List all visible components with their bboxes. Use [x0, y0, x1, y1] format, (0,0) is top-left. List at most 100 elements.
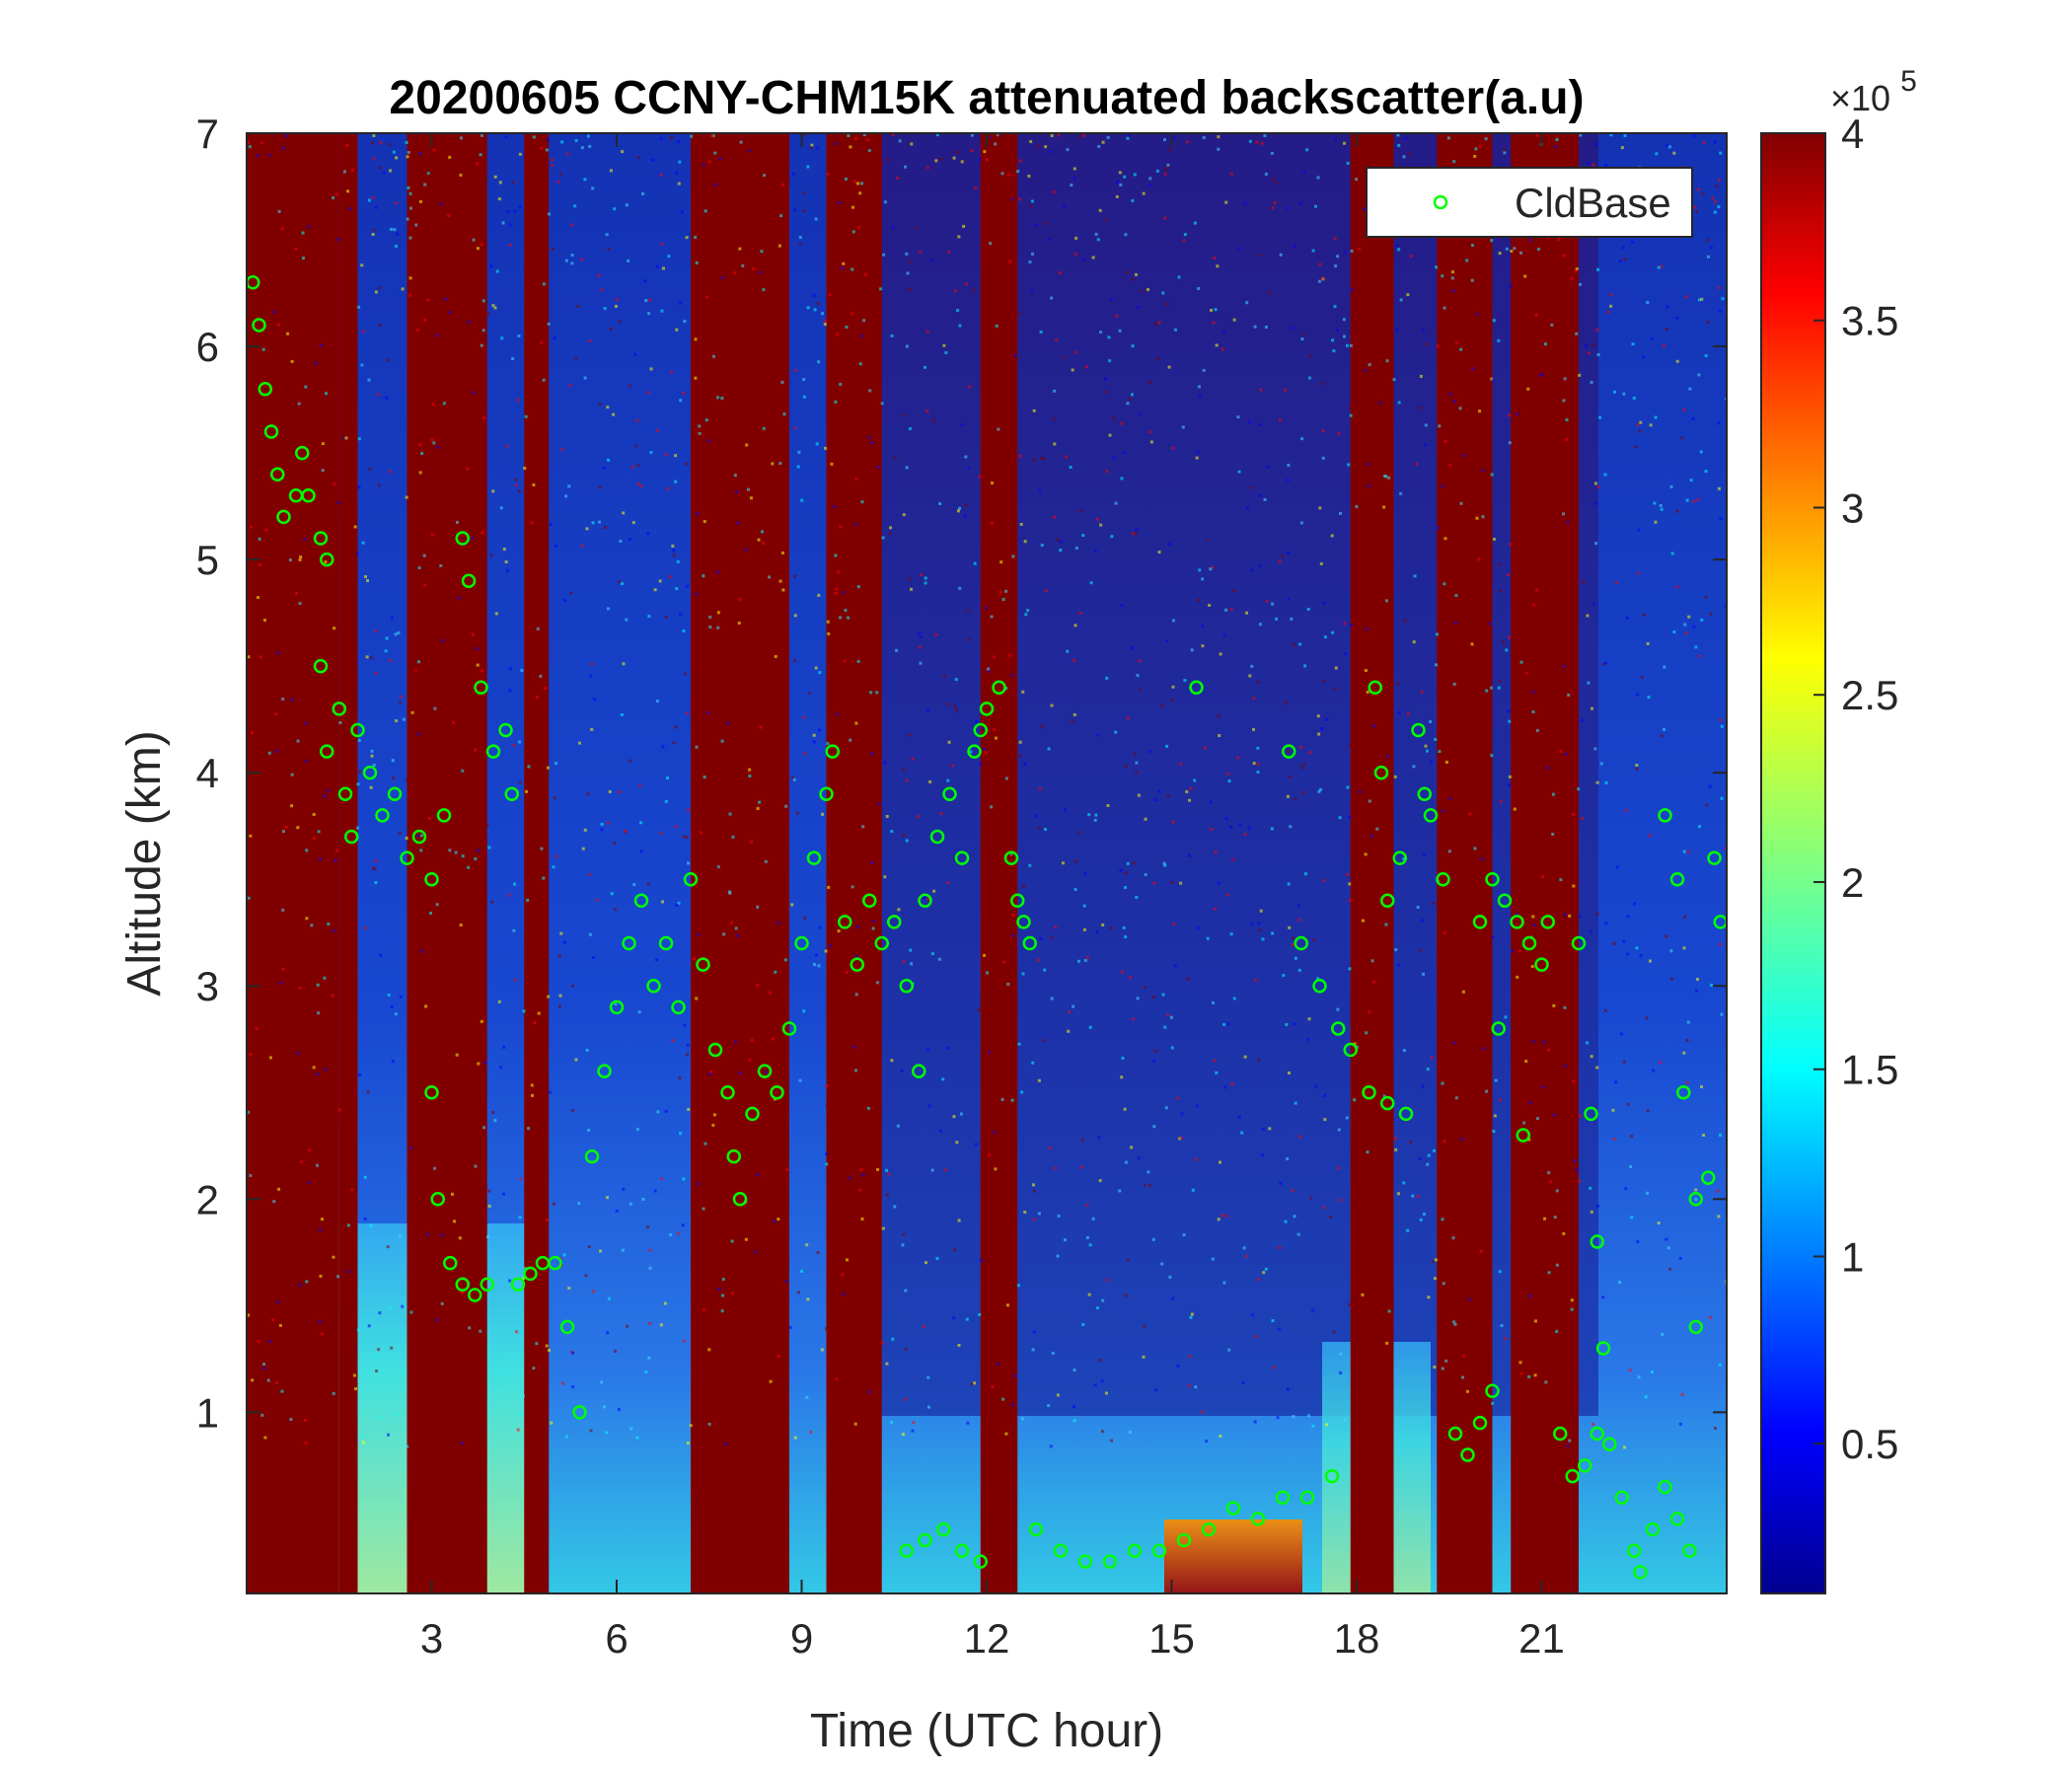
heatmap-noise-cell [1331, 338, 1335, 342]
heatmap-noise-cell [943, 1168, 947, 1172]
heatmap-noise-cell [1343, 250, 1347, 254]
heatmap-noise-cell [748, 775, 752, 778]
heatmap-noise-cell [1001, 1397, 1005, 1401]
heatmap-noise-cell [276, 323, 280, 327]
heatmap-noise-cell [1227, 1348, 1231, 1352]
heatmap-noise-cell [1023, 1211, 1027, 1215]
heatmap-noise-cell [1645, 1016, 1649, 1020]
cldbase-point [862, 893, 877, 909]
cldbase-point [1176, 1532, 1192, 1548]
heatmap-noise-cell [1217, 135, 1221, 139]
heatmap-noise-cell [382, 171, 386, 175]
heatmap-noise-cell [1165, 638, 1169, 642]
heatmap-noise-cell [1719, 942, 1723, 946]
heatmap-noise-cell [1477, 557, 1481, 561]
heatmap-noise-cell [457, 596, 461, 600]
heatmap-noise-cell [1461, 990, 1465, 994]
cldbase-point [707, 1042, 723, 1058]
heatmap-noise-cell [1134, 272, 1138, 276]
cldbase-point [1362, 1085, 1376, 1100]
heatmap-noise-cell [1133, 173, 1137, 177]
heatmap-noise-cell [1491, 935, 1495, 939]
heatmap-noise-cell [978, 475, 982, 479]
cldbase-point [320, 552, 334, 567]
cldbase-point [480, 1277, 494, 1292]
heatmap-noise-cell [1490, 754, 1494, 758]
heatmap-noise-cell [1683, 915, 1687, 919]
heatmap-noise-cell [769, 1379, 773, 1383]
heatmap-noise-cell [545, 148, 549, 152]
heatmap-noise-cell [867, 1390, 871, 1394]
heatmap-noise-cell [1518, 1361, 1522, 1365]
heatmap-noise-cell [1386, 755, 1390, 759]
heatmap-noise-cell [941, 1077, 945, 1081]
heatmap-noise-cell [902, 413, 906, 417]
heatmap-noise-cell [1717, 421, 1721, 425]
heatmap-noise-cell [1665, 328, 1668, 332]
cldbase-point [559, 1319, 575, 1335]
heatmap-noise-cell [1549, 1180, 1553, 1184]
heatmap-noise-cell [720, 739, 724, 743]
heatmap-noise-cell [695, 592, 699, 596]
heatmap-noise-cell [928, 779, 932, 783]
heatmap-noise-cell [559, 1264, 563, 1268]
heatmap-noise-cell [875, 981, 879, 985]
heatmap-noise-cell [908, 260, 912, 264]
heatmap-noise-cell [1091, 256, 1095, 259]
heatmap-noise-cell [861, 1173, 865, 1177]
heatmap-noise-cell [1555, 1329, 1559, 1333]
heatmap-noise-cell [1382, 505, 1386, 509]
heatmap-noise-cell [1201, 577, 1205, 581]
heatmap-noise-cell [1316, 176, 1320, 180]
heatmap-noise-cell [958, 586, 962, 590]
heatmap-noise-cell [368, 467, 372, 471]
heatmap-noise-cell [593, 698, 597, 702]
heatmap-noise-cell [953, 1248, 957, 1252]
heatmap-noise-cell [1024, 613, 1028, 617]
heatmap-noise-cell [1173, 328, 1177, 332]
heatmap-noise-cell [660, 900, 664, 904]
heatmap-noise-cell [428, 911, 432, 915]
heatmap-noise-cell [1061, 861, 1065, 865]
heatmap-noise-cell [824, 1327, 828, 1331]
heatmap-noise-cell [1250, 568, 1254, 572]
heatmap-noise-cell [1595, 912, 1599, 916]
heatmap-noise-cell [513, 882, 517, 886]
heatmap-noise-cell [1695, 209, 1699, 213]
heatmap-noise-cell [1364, 669, 1368, 673]
heatmap-noise-cell [459, 924, 463, 927]
heatmap-noise-cell [809, 1430, 813, 1434]
heatmap-noise-cell [1131, 198, 1135, 202]
colorbar-gradient [1760, 132, 1826, 1594]
heatmap-noise-cell [1262, 1271, 1266, 1275]
cldbase-point [1053, 1543, 1069, 1559]
heatmap-noise-cell [679, 399, 683, 403]
heatmap-noise-cell [1387, 1309, 1391, 1313]
heatmap-noise-cell [1596, 267, 1600, 271]
heatmap-noise-cell [1095, 517, 1099, 521]
cldbase-point [263, 424, 279, 439]
heatmap-noise-cell [1053, 442, 1057, 446]
heatmap-noise-cell [602, 466, 606, 470]
heatmap-noise-cell [1258, 423, 1262, 427]
cldbase-point [301, 488, 316, 503]
heatmap-noise-cell [1595, 780, 1599, 784]
heatmap-noise-cell [818, 671, 822, 675]
heatmap-noise-cell [1471, 367, 1475, 371]
heatmap-noise-cell [1260, 1153, 1264, 1157]
heatmap-noise-cell [1057, 133, 1061, 137]
heatmap-noise-cell [588, 144, 592, 148]
heatmap-noise-cell [278, 1323, 282, 1327]
heatmap-noise-cell [395, 719, 399, 723]
heatmap-noise-cell [285, 134, 289, 138]
heatmap-noise-cell [1131, 1017, 1135, 1021]
heatmap-noise-cell [388, 142, 392, 146]
heatmap-noise-cell [282, 205, 286, 209]
heatmap-noise-cell [1124, 871, 1128, 875]
heatmap-noise-cell [591, 1290, 595, 1294]
heatmap-noise-cell [1095, 930, 1099, 934]
heatmap-noise-cell [683, 1023, 687, 1027]
heatmap-noise-cell [1522, 1121, 1526, 1125]
heatmap-noise-cell [635, 1128, 639, 1132]
heatmap-noise [247, 133, 1727, 1450]
